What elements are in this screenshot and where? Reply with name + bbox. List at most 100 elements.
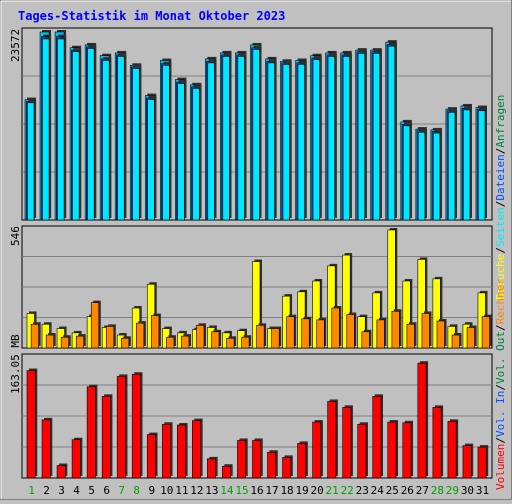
volume-bar (267, 451, 277, 479)
sites-bar (481, 316, 490, 349)
hits-ymax-label: 23572 (9, 29, 22, 62)
x-axis-day-labels: 1 2 3 4 5 6 7 8 9 10 11 12 13 14 15 16 17 18 19 20 21 22 23 24 2… (28, 484, 489, 497)
sites-bar (181, 335, 190, 349)
volume-bar (417, 362, 427, 479)
volume-bar (447, 421, 457, 479)
x-tick-label: 8 (133, 484, 140, 497)
legend-vol-in: Vol. In (494, 391, 507, 437)
legend-bottom-right: Volumen/Vol. In/Vol. Out/Rechner (494, 278, 507, 490)
hits-bar-seiten (87, 48, 95, 221)
x-tick-label: 30 (461, 484, 474, 497)
x-tick-label: 10 (160, 484, 173, 497)
x-tick-label: 12 (190, 484, 203, 497)
hits-bar-seiten (297, 64, 305, 221)
sites-bar (436, 320, 445, 349)
sites-bar (136, 322, 145, 349)
x-tick-label: 9 (148, 484, 155, 497)
x-tick-label: 22 (341, 484, 354, 497)
volume-bar (402, 422, 412, 479)
hits-bar-seiten (463, 109, 471, 221)
x-tick-label: 23 (356, 484, 369, 497)
hits-panel (21, 27, 493, 221)
hits-bar-seiten (417, 131, 426, 221)
hits-bar-seiten (342, 56, 351, 221)
hits-bar-seiten (42, 38, 50, 221)
legend-vol-out: Vol. Out (494, 331, 507, 384)
x-tick-label: 21 (326, 484, 339, 497)
hits-bar-seiten (432, 132, 441, 221)
volume-bar (207, 458, 216, 479)
hits-bar-seiten (448, 112, 456, 221)
sites-bar (226, 337, 235, 349)
visits-bar (432, 278, 441, 349)
x-tick-label: 25 (386, 484, 399, 497)
hits-bar-seiten (102, 60, 110, 221)
volume-ymax-label: 163.05 MB (9, 334, 22, 394)
volume-bar (71, 439, 81, 479)
sites-bar (451, 334, 460, 349)
volume-bar (372, 396, 382, 479)
volume-bar (357, 423, 367, 479)
hits-bar-seiten (27, 102, 35, 221)
x-tick-label: 15 (235, 484, 248, 497)
sites-bar (466, 327, 475, 349)
sites-bar (241, 336, 250, 349)
legend-volumen: Volumen (494, 444, 507, 490)
hits-bar-seiten (117, 56, 125, 221)
volume-bar (86, 386, 96, 479)
visits-bar (402, 280, 411, 349)
volume-bar (161, 423, 171, 479)
legend-sep-2: / (494, 201, 507, 208)
volume-bar (477, 446, 487, 479)
sites-bar (421, 313, 430, 349)
hits-bar-seiten (357, 53, 366, 221)
hits-bar-seiten (312, 59, 320, 221)
volume-bar (432, 407, 442, 479)
volume-bar (297, 443, 307, 479)
x-tick-label: 26 (401, 484, 414, 497)
sites-bar (151, 315, 160, 349)
hits-bar-seiten (327, 56, 335, 221)
sites-bar (271, 328, 280, 349)
volume-bar (116, 376, 126, 479)
sites-bar (166, 336, 175, 349)
x-tick-label: 1 (28, 484, 35, 497)
x-tick-label: 31 (476, 484, 489, 497)
volume-bar (252, 440, 262, 479)
legend-seiten: Seiten (494, 207, 507, 247)
sites-bar (75, 335, 85, 349)
sites-bar (361, 331, 370, 349)
x-tick-label: 14 (220, 484, 234, 497)
x-tick-label: 27 (416, 484, 429, 497)
volume-bar (222, 465, 231, 479)
chart-panels (21, 27, 493, 479)
x-tick-label: 11 (175, 484, 188, 497)
x-tick-label: 5 (88, 484, 95, 497)
sites-bar (286, 316, 295, 349)
chart-title: Tages-Statistik im Monat Oktober 2023 (18, 9, 285, 23)
volume-panel (21, 353, 493, 479)
volume-bar (387, 421, 397, 479)
legend-anfragen: Anfragen (494, 95, 507, 148)
legend-sep-4: / (494, 437, 507, 444)
legend-sep-6: / (494, 324, 507, 331)
x-tick-label: 17 (265, 484, 278, 497)
hits-bar-seiten (478, 110, 486, 221)
volume-bar (342, 407, 352, 479)
hits-bar-seiten (252, 49, 260, 221)
volume-bar (282, 457, 292, 479)
x-tick-label: 18 (280, 484, 293, 497)
x-tick-label: 29 (446, 484, 459, 497)
hits-bar-seiten (222, 56, 230, 221)
sites-bar (316, 319, 325, 349)
hits-bar-seiten (132, 68, 140, 221)
x-tick-label: 13 (205, 484, 218, 497)
hits-bar-seiten (282, 64, 290, 221)
x-tick-label: 19 (295, 484, 308, 497)
sites-bar (331, 307, 340, 349)
sites-bar (121, 337, 130, 349)
hits-bar-seiten (207, 62, 215, 221)
x-tick-label: 20 (311, 484, 324, 497)
